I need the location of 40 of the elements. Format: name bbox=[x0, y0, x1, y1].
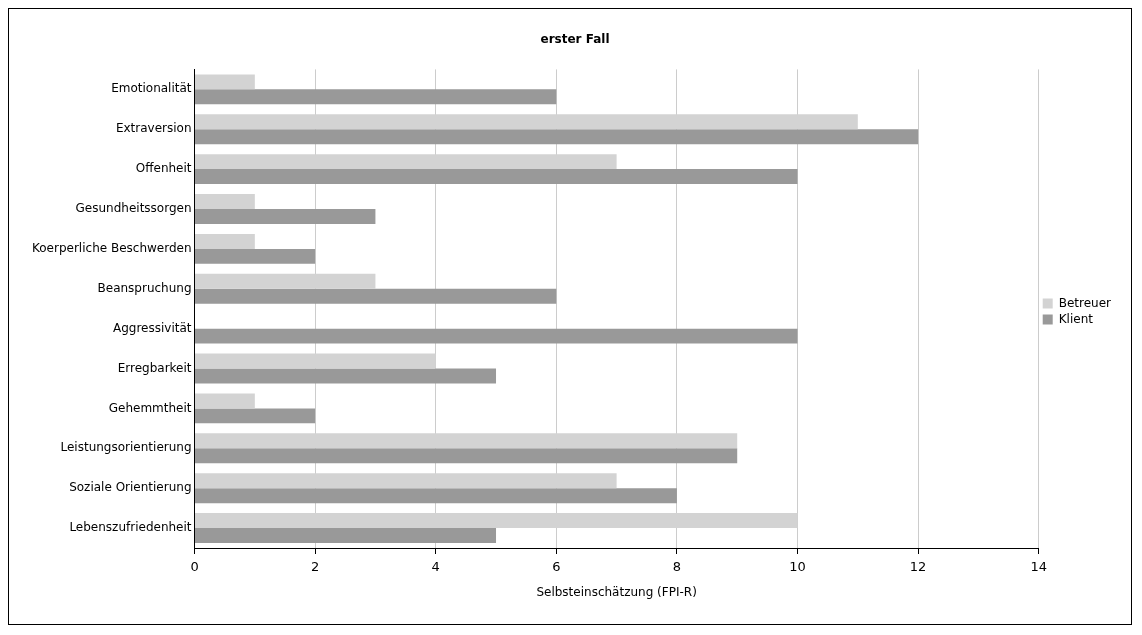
bar bbox=[195, 169, 798, 185]
bar bbox=[195, 129, 919, 145]
bar bbox=[195, 368, 497, 384]
bar bbox=[195, 393, 255, 409]
bar bbox=[195, 89, 557, 105]
y-tick-label: Gesundheitssorgen bbox=[75, 201, 192, 216]
x-tick-label: 6 bbox=[552, 559, 561, 575]
bar bbox=[195, 408, 316, 424]
chart-title: erster Fall bbox=[540, 32, 610, 47]
bar bbox=[195, 328, 798, 344]
bar bbox=[195, 248, 316, 264]
y-tick-label: Extraversion bbox=[115, 121, 192, 136]
y-tick-label: Beanspruchung bbox=[97, 280, 192, 295]
bar bbox=[195, 528, 497, 544]
y-tick-label: Emotionalität bbox=[111, 81, 192, 96]
y-tick-label: Aggressivität bbox=[112, 320, 192, 335]
y-tick-label: Koerperliche Beschwerden bbox=[32, 241, 192, 255]
bar bbox=[195, 448, 738, 464]
y-tick-label: Offenheit bbox=[135, 161, 192, 176]
bar bbox=[195, 194, 255, 209]
y-tick-label: Soziale Orientierung bbox=[69, 480, 192, 495]
y-tick-label: Erregbarkeit bbox=[117, 360, 192, 375]
bar bbox=[195, 233, 255, 249]
legend-label: Betreuer bbox=[1058, 295, 1112, 310]
bar bbox=[195, 74, 255, 90]
y-tick-label: Lebenszufriedenheit bbox=[69, 520, 192, 535]
x-tick-label: 14 bbox=[1030, 559, 1047, 575]
x-tick-label: 2 bbox=[310, 559, 320, 575]
x-tick-label: 10 bbox=[789, 559, 806, 575]
x-axis-title: Selbsteinschätzung (FPI-R) bbox=[536, 584, 697, 599]
bar bbox=[195, 208, 376, 224]
bar bbox=[195, 288, 557, 304]
legend-label: Klient bbox=[1058, 311, 1094, 326]
x-tick-label: 12 bbox=[909, 559, 927, 575]
x-tick-label: 0 bbox=[190, 559, 199, 575]
y-tick-label: Gehemmtheit bbox=[108, 400, 192, 415]
bar bbox=[195, 488, 677, 504]
y-tick-label: Leistungsorientierung bbox=[60, 440, 192, 455]
x-tick-label: 4 bbox=[431, 559, 440, 575]
x-tick-label: 8 bbox=[672, 559, 682, 575]
